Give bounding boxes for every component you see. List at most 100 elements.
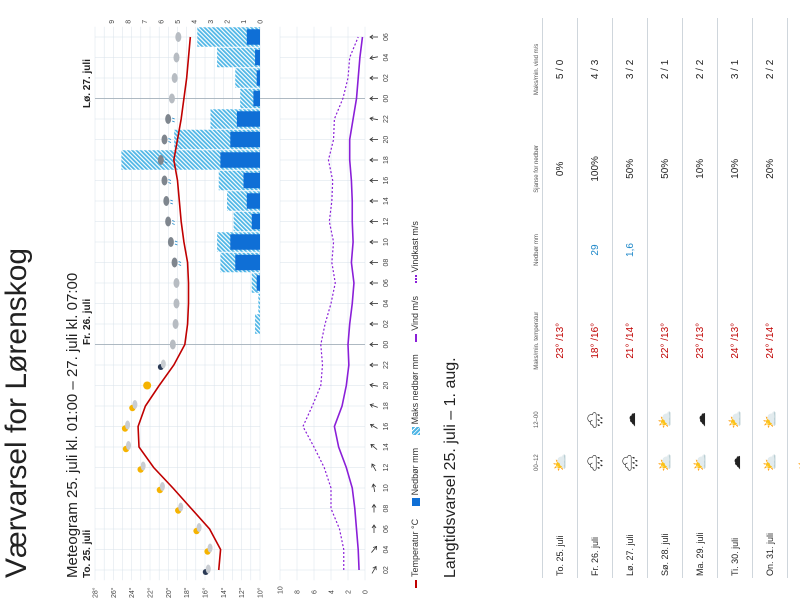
- weather-icon-cloudy: [175, 32, 182, 42]
- arrow-head: [369, 157, 374, 163]
- time-tick: 04: [383, 546, 390, 554]
- wind-line: [333, 36, 364, 571]
- cloud-shape: [205, 564, 211, 574]
- precip-axis-tick: 6: [159, 20, 166, 24]
- precip-bar: [251, 213, 260, 230]
- day-cell: Lø. 27. juli: [612, 484, 648, 578]
- wind-direction-arrow: [369, 280, 378, 286]
- arrow-head: [371, 524, 377, 529]
- precip-bar: [255, 49, 261, 66]
- arrow-head: [369, 55, 374, 61]
- precip-axis-tick: 8: [126, 20, 133, 24]
- precip-bar: [230, 234, 261, 250]
- precip-bar: [246, 193, 261, 209]
- temp-cell: 21° /14°: [612, 283, 648, 399]
- weather-icon-evening: ⛅: [717, 398, 753, 442]
- arrow-head: [369, 301, 374, 306]
- arrow-head: [369, 403, 374, 408]
- wind-direction-arrow: [369, 34, 378, 40]
- day-cell: Sø. 28. juli: [647, 484, 683, 578]
- weather-icon-partly-sunny: [204, 543, 213, 555]
- cloud-shape: [171, 73, 178, 83]
- arrow-head: [369, 321, 374, 327]
- arrow-shaft: [370, 444, 378, 450]
- temp-axis-tick: 16°: [202, 587, 210, 598]
- cloud-shape: [126, 441, 131, 450]
- precip-bar: [256, 275, 260, 291]
- wind-cell: 2 / 2: [682, 18, 718, 121]
- cloud-shape: [173, 52, 180, 63]
- precip-chance-cell: 0%: [542, 120, 578, 217]
- cloud-shape: [207, 543, 213, 553]
- sun-shape: [143, 381, 152, 390]
- precip-bar: [246, 29, 261, 45]
- arrow-head: [369, 137, 374, 142]
- time-tick: 20: [383, 382, 390, 390]
- cloud-shape: [173, 278, 180, 288]
- precip-max-bar: [258, 293, 261, 314]
- wind-direction-arrow: [369, 301, 378, 306]
- weather-icon-partly-sunny: [193, 523, 202, 535]
- time-tick: 14: [383, 443, 390, 451]
- weather-icon-cloudy: [173, 52, 180, 63]
- legend-gust: Vindkast m/s: [410, 221, 420, 273]
- table-row: To. 1. aug.⛅☁23° /14° 20%2 / 1: [787, 18, 800, 578]
- cloud-shape: [160, 359, 166, 369]
- rain-drop: [170, 199, 173, 202]
- precip-cell: [682, 216, 718, 284]
- temperature-line: [137, 36, 222, 571]
- precip-chance-cell: 10%: [682, 120, 718, 217]
- weather-icon-evening: [542, 398, 578, 442]
- precip-axis-tick: 7: [142, 20, 149, 24]
- arrow-head: [369, 342, 374, 347]
- legend-gust-swatch: [414, 275, 417, 284]
- precip-axis-tick: 1: [241, 20, 248, 24]
- wind-direction-arrow: [369, 75, 378, 81]
- precip-max-bar: [235, 68, 260, 88]
- arrow-head: [369, 280, 374, 286]
- time-tick: 16: [383, 423, 390, 431]
- weather-icon-cloudy-rain: [157, 155, 168, 165]
- precip-cell: 1,6: [612, 216, 648, 284]
- arrow-shaft: [370, 424, 378, 429]
- weather-icon-evening: ⛅: [752, 398, 788, 442]
- time-tick: 06: [383, 525, 390, 533]
- cloud-shape: [157, 155, 164, 165]
- weather-icon-cloudy-rain: [167, 237, 178, 247]
- weather-icon-evening: ☁: [682, 398, 718, 442]
- precip-cell: [647, 216, 683, 284]
- meteogram-subtitle: Meteogram 25. juli kl. 01:00 – 27. juli …: [64, 272, 81, 578]
- rain-drop: [174, 243, 178, 246]
- legend-wind-swatch: [414, 333, 417, 342]
- precip-bar: [230, 131, 261, 148]
- weather-icon-cloudy: [168, 93, 175, 104]
- weather-icon-partly-sunny: [156, 482, 165, 494]
- day-cell: Ti. 30. juli: [717, 484, 753, 578]
- weather-icon-partly-sunny: [122, 441, 131, 453]
- wind-direction-arrow: [369, 423, 378, 429]
- rain-drop: [172, 120, 175, 123]
- weather-icon-cloudy-rain: [161, 175, 172, 186]
- header-evening: 12–00: [534, 411, 540, 429]
- weather-icon-evening: ☁: [787, 398, 800, 442]
- cloud-shape: [125, 420, 131, 430]
- arrow-head: [372, 545, 378, 551]
- precip-chance-cell: 20%: [752, 120, 788, 217]
- arrow-shaft: [371, 566, 377, 574]
- weather-icon-night-partly-cloudy: [157, 359, 166, 370]
- arrow-shaft: [369, 384, 379, 387]
- cloud-shape: [169, 339, 176, 350]
- wind-direction-arrow: [371, 503, 377, 513]
- precip-axis-tick: 3: [208, 20, 215, 24]
- time-tick: 16: [383, 177, 390, 185]
- time-tick: 00: [383, 95, 390, 103]
- rain-drop: [168, 182, 172, 184]
- cloud-shape: [172, 319, 179, 329]
- temp-axis-tick: 24°: [128, 587, 136, 598]
- arrow-shaft: [370, 404, 378, 408]
- arrow-head: [371, 463, 376, 468]
- rain-drop: [178, 261, 182, 263]
- header-wind: Maks/min. vind m/s: [534, 43, 540, 96]
- legend-precip-swatch: [411, 498, 420, 507]
